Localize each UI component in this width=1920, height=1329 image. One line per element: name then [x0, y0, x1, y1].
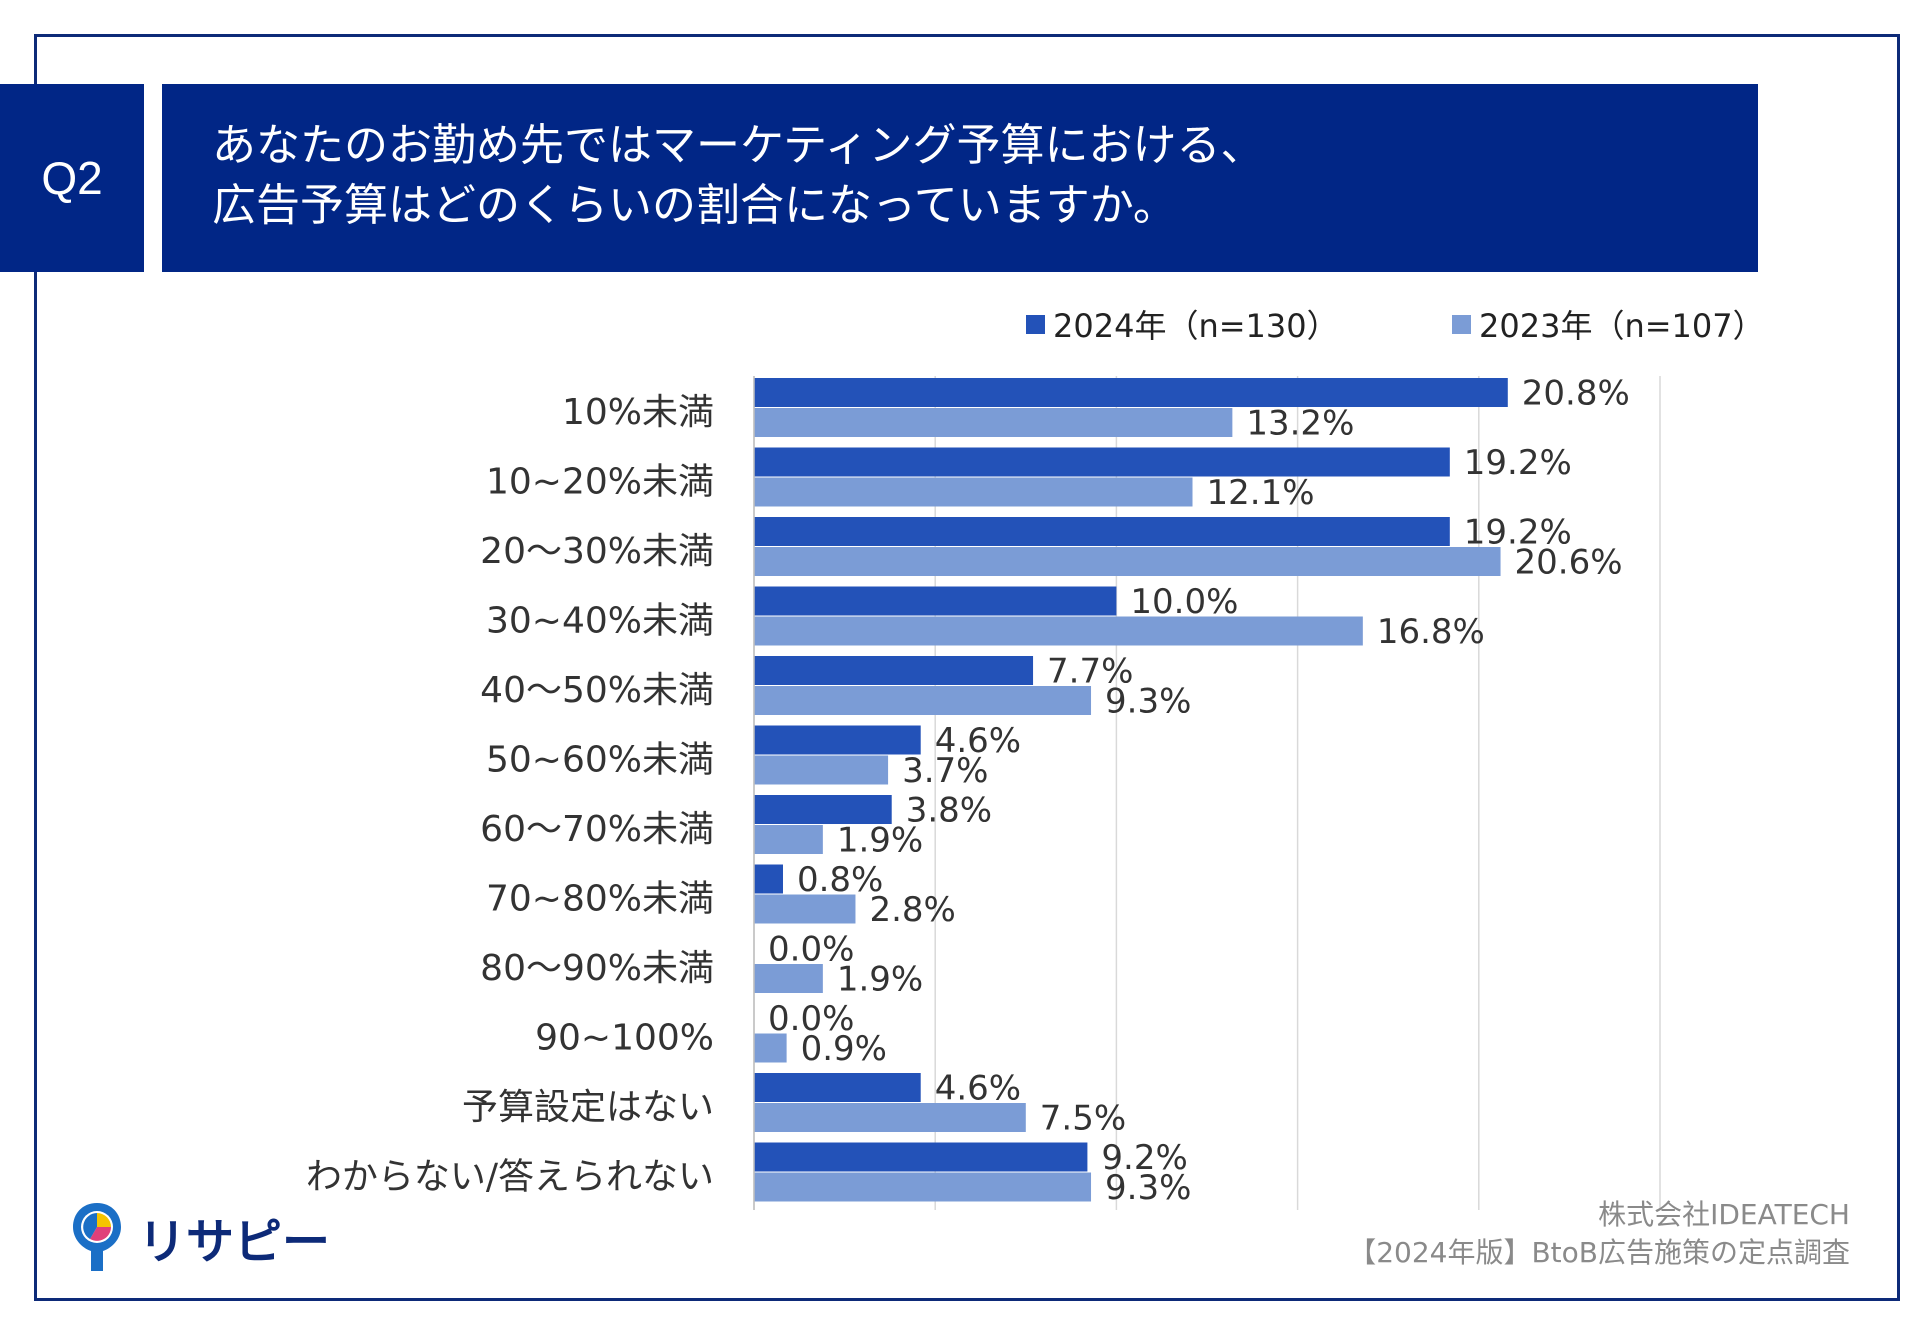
category-label: 40〜50%未満: [480, 670, 714, 711]
value-label-2023: 1.9%: [837, 821, 923, 861]
value-label-2023: 20.6%: [1515, 543, 1623, 583]
bar-2024: [754, 864, 783, 894]
category-label: 90~100%: [535, 1017, 714, 1058]
question-title-line-1: あなたのお勤め先ではマーケティング予算における、: [212, 120, 1265, 171]
bar-2024: [754, 656, 1034, 685]
legend-item-2023: 2023年（n=107）: [1452, 304, 1765, 345]
source-company: 株式会社IDEATECH: [1598, 1198, 1850, 1231]
bar-2024: [754, 725, 921, 755]
bar-2023: [754, 1172, 1092, 1202]
category-label: 予算設定はない: [462, 1087, 714, 1128]
legend-item-2024: 2024年（n=130）: [1026, 304, 1339, 345]
value-label-2024: 4.6%: [935, 1069, 1021, 1109]
category-label: 50~60%未満: [486, 739, 714, 780]
value-label-2024: 7.7%: [1047, 652, 1133, 692]
bar-2024: [754, 795, 892, 824]
value-label-2024: 19.2%: [1464, 513, 1572, 553]
value-label-2024: 10.0%: [1130, 582, 1238, 622]
value-label-2023: 9.3%: [1105, 682, 1191, 722]
bar-2023: [754, 1103, 1026, 1132]
legend-swatch-2023: [1452, 314, 1471, 334]
value-label-2023: 9.3%: [1105, 1168, 1191, 1208]
value-label-2024: 0.8%: [797, 860, 883, 900]
value-label-2024: 4.6%: [935, 721, 1021, 761]
bar-2023: [754, 408, 1233, 437]
category-label: 30~40%未満: [486, 600, 714, 641]
value-label-2023: 3.7%: [902, 751, 988, 791]
legend-label-2023: 2023年（n=107）: [1479, 307, 1765, 345]
value-label-2023: 7.5%: [1040, 1099, 1126, 1139]
bar-2023: [754, 825, 823, 854]
value-label-2023: 0.9%: [801, 1029, 887, 1069]
legend-label-2024: 2024年（n=130）: [1053, 307, 1339, 345]
bar-2024: [754, 586, 1117, 616]
value-label-2024: 3.8%: [906, 791, 992, 831]
value-label-2023: 13.2%: [1246, 404, 1354, 444]
question-title-line-2: 広告予算はどのくらいの割合になっていますか。: [212, 180, 1177, 231]
category-label: 60〜70%未満: [480, 809, 714, 850]
bar-2024: [754, 378, 1508, 407]
logo-text: リサピー: [138, 1214, 331, 1270]
bar-2023: [754, 755, 889, 785]
bar-2024: [754, 1073, 921, 1102]
legend-swatch-2024: [1026, 314, 1045, 334]
question-title: あなたのお勤め先ではマーケティング予算における、 広告予算はどのくらいの割合にな…: [162, 84, 1758, 272]
bar-2023: [754, 547, 1501, 576]
value-label-2023: 2.8%: [869, 890, 955, 930]
category-label: わからない/答えられない: [306, 1156, 714, 1197]
value-label-2023: 16.8%: [1377, 612, 1485, 652]
bar-2023: [754, 477, 1193, 507]
logo-pin-icon: [73, 1203, 121, 1271]
question-number: Q2: [41, 152, 103, 204]
bar-2023: [754, 616, 1363, 646]
value-label-2024: 0.0%: [768, 999, 854, 1039]
bar-2024: [754, 517, 1450, 546]
question-badge: Q2: [0, 84, 144, 272]
value-label-2023: 1.9%: [837, 960, 923, 1000]
logo: リサピー: [70, 1202, 330, 1272]
value-label-2024: 0.0%: [768, 930, 854, 970]
category-label: 70~80%未満: [486, 878, 714, 919]
value-label-2024: 9.2%: [1101, 1138, 1187, 1178]
value-label-2024: 20.8%: [1522, 374, 1630, 414]
bar-2023: [754, 964, 823, 993]
bar-2024: [754, 447, 1450, 477]
bar-2023: [754, 1033, 787, 1063]
category-label: 10~20%未満: [486, 461, 714, 502]
value-label-2024: 19.2%: [1464, 443, 1572, 483]
value-label-2023: 12.1%: [1207, 473, 1315, 513]
bar-2024: [754, 1142, 1088, 1172]
bar-2023: [754, 894, 856, 924]
category-label: 10%未満: [562, 392, 714, 433]
slide-frame: [34, 34, 1900, 1301]
category-label: 20〜30%未満: [480, 531, 714, 572]
category-label: 80〜90%未満: [480, 948, 714, 989]
source-survey: 【2024年版】BtoB広告施策の定点調査: [1348, 1236, 1850, 1269]
bar-2023: [754, 686, 1092, 715]
source-credit: 株式会社IDEATECH 【2024年版】BtoB広告施策の定点調査: [1348, 1196, 1850, 1272]
